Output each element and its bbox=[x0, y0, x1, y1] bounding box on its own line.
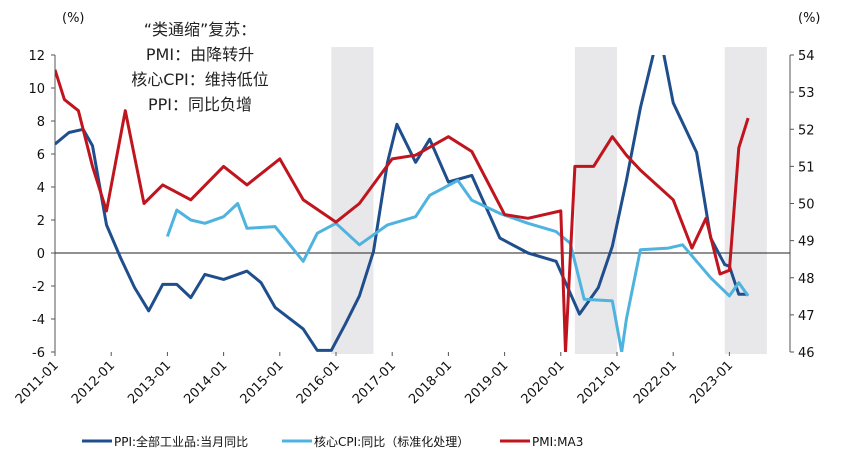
right-tick-label: 51 bbox=[798, 160, 815, 175]
x-tick-label: 2021-01 bbox=[575, 358, 624, 407]
legend-label: PMI:MA3 bbox=[532, 435, 583, 449]
left-tick-label: 6 bbox=[37, 148, 45, 163]
legend-label: 核心CPI:同比（标准化处理） bbox=[314, 435, 469, 449]
series-line-0 bbox=[55, 55, 749, 352]
right-tick-label: 52 bbox=[798, 123, 815, 138]
series-line-2 bbox=[55, 69, 750, 352]
right-tick-label: 54 bbox=[798, 49, 815, 64]
right-tick-label: 47 bbox=[798, 309, 815, 324]
right-tick-label: 48 bbox=[798, 272, 815, 287]
left-tick-label: -2 bbox=[32, 280, 45, 295]
shaded-period bbox=[724, 47, 767, 354]
left-tick-label: -4 bbox=[32, 313, 45, 328]
left-tick-label: 8 bbox=[37, 115, 45, 130]
x-tick-label: 2023-01 bbox=[687, 358, 736, 407]
left-tick-label: -6 bbox=[32, 346, 45, 361]
right-tick-label: 50 bbox=[798, 198, 815, 213]
title-line: 核心CPI：维持低位 bbox=[131, 70, 269, 89]
right-tick-label: 46 bbox=[798, 346, 815, 361]
x-tick-label: 2013-01 bbox=[125, 358, 174, 407]
left-tick-label: 0 bbox=[37, 247, 45, 262]
x-tick-label: 2014-01 bbox=[181, 358, 230, 407]
title-line: PMI：由降转升 bbox=[146, 45, 254, 64]
x-tick-label: 2011-01 bbox=[13, 358, 62, 407]
x-tick-label: 2017-01 bbox=[350, 358, 399, 407]
x-tick-label: 2012-01 bbox=[69, 358, 118, 407]
x-tick-label: 2016-01 bbox=[294, 358, 343, 407]
x-tick-label: 2019-01 bbox=[462, 358, 511, 407]
right-tick-label: 53 bbox=[798, 86, 815, 101]
shaded-period bbox=[331, 47, 374, 354]
series-line-1 bbox=[165, 178, 750, 352]
right-tick-label: 49 bbox=[798, 235, 815, 250]
title-line: PPI：同比负增 bbox=[148, 95, 252, 114]
x-tick-label: 2022-01 bbox=[631, 358, 680, 407]
left-tick-label: 2 bbox=[37, 214, 45, 229]
left-tick-label: 10 bbox=[28, 82, 45, 97]
left-tick-label: 12 bbox=[28, 49, 45, 64]
x-tick-label: 2020-01 bbox=[519, 358, 568, 407]
legend-label: PPI:全部工业品:当月同比 bbox=[114, 434, 248, 449]
x-tick-label: 2015-01 bbox=[238, 358, 287, 407]
right-unit-label: (%) bbox=[798, 11, 821, 26]
shaded-period bbox=[574, 47, 617, 354]
x-tick-label: 2018-01 bbox=[406, 358, 455, 407]
left-unit-label: (%) bbox=[62, 11, 85, 26]
title-line: “类通缩”复苏： bbox=[144, 20, 257, 39]
left-tick-label: 4 bbox=[37, 181, 45, 196]
